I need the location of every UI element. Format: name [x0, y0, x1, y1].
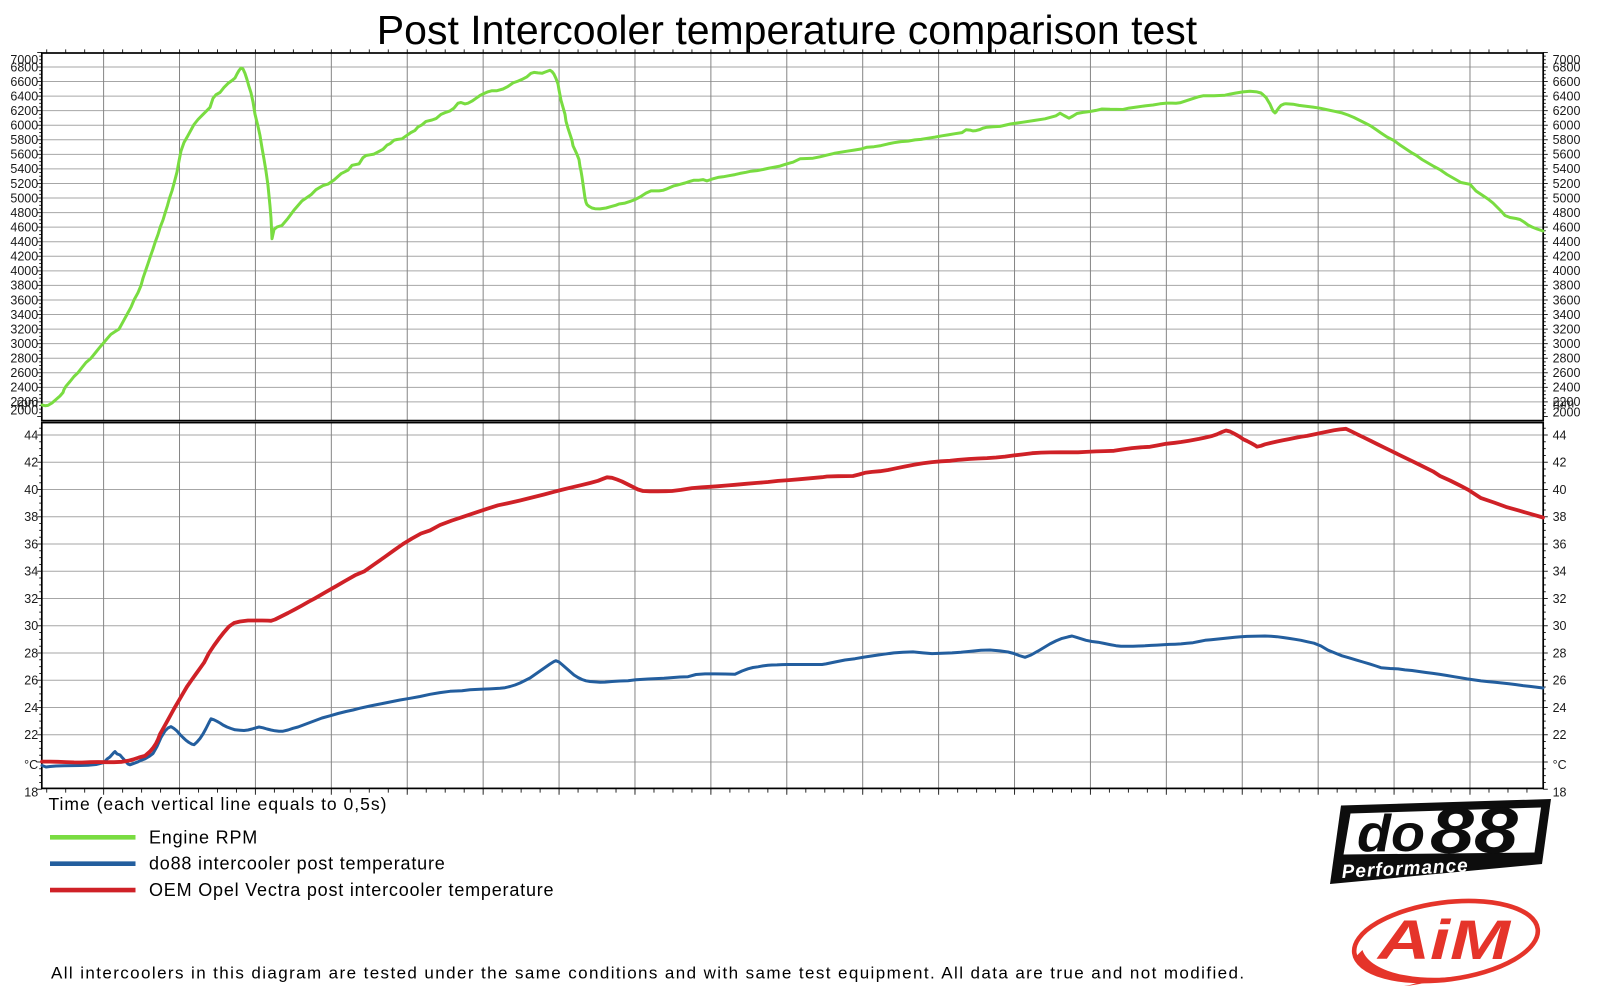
- svg-text:6600: 6600: [1553, 75, 1581, 89]
- svg-text:do88 intercooler post temperat: do88 intercooler post temperature: [149, 854, 446, 874]
- svg-text:6600: 6600: [10, 75, 38, 89]
- svg-text:6400: 6400: [1553, 89, 1581, 103]
- svg-text:5200: 5200: [10, 177, 38, 191]
- svg-text:2000: 2000: [1553, 406, 1581, 420]
- svg-text:Post Intercooler temperature c: Post Intercooler temperature comparison …: [377, 7, 1198, 53]
- svg-text:°C: °C: [1553, 758, 1567, 772]
- svg-text:32: 32: [1553, 592, 1567, 606]
- svg-text:36: 36: [1553, 537, 1567, 551]
- svg-text:2400: 2400: [10, 381, 38, 395]
- svg-text:22: 22: [24, 728, 38, 742]
- svg-text:6800: 6800: [10, 60, 38, 74]
- svg-text:26: 26: [1553, 674, 1567, 688]
- svg-text:42: 42: [24, 456, 38, 470]
- svg-text:3000: 3000: [10, 337, 38, 351]
- svg-text:3800: 3800: [10, 279, 38, 293]
- svg-text:Time (each vertical line equal: Time (each vertical line equals to 0,5s): [49, 794, 388, 814]
- svg-text:5400: 5400: [10, 162, 38, 176]
- svg-text:5800: 5800: [1553, 133, 1581, 147]
- svg-text:28: 28: [1553, 646, 1567, 660]
- svg-text:6000: 6000: [10, 119, 38, 133]
- svg-text:5200: 5200: [1553, 177, 1581, 191]
- svg-text:5400: 5400: [1553, 162, 1581, 176]
- svg-text:All intercoolers in this diagr: All intercoolers in this diagram are tes…: [51, 964, 1245, 983]
- svg-text:18: 18: [1553, 786, 1567, 800]
- svg-text:5000: 5000: [1553, 191, 1581, 205]
- svg-text:2000: 2000: [10, 404, 38, 418]
- svg-text:4000: 4000: [1553, 264, 1581, 278]
- svg-text:3200: 3200: [1553, 322, 1581, 336]
- svg-text:4800: 4800: [10, 206, 38, 220]
- svg-text:6000: 6000: [1553, 119, 1581, 133]
- svg-text:88: 88: [1430, 794, 1519, 867]
- svg-text:3200: 3200: [10, 322, 38, 336]
- svg-text:2200: 2200: [1553, 395, 1581, 409]
- svg-text:OEM Opel Vectra post intercool: OEM Opel Vectra post intercooler tempera…: [149, 880, 554, 900]
- svg-text:38: 38: [24, 510, 38, 524]
- svg-text:18: 18: [24, 786, 38, 800]
- svg-text:4200: 4200: [10, 250, 38, 264]
- svg-text:2200: 2200: [10, 395, 38, 409]
- svg-text:7000: 7000: [10, 53, 38, 67]
- svg-text:2800: 2800: [1553, 352, 1581, 366]
- svg-text:2600: 2600: [10, 366, 38, 380]
- svg-text:6400: 6400: [10, 89, 38, 103]
- svg-text:40: 40: [1553, 483, 1567, 497]
- svg-text:2800: 2800: [10, 352, 38, 366]
- svg-text:38: 38: [1553, 510, 1567, 524]
- svg-text:32: 32: [24, 592, 38, 606]
- svg-text:44: 44: [24, 428, 38, 442]
- svg-text:5600: 5600: [10, 148, 38, 162]
- svg-text:4800: 4800: [1553, 206, 1581, 220]
- svg-text:36: 36: [24, 537, 38, 551]
- svg-text:AiM: AiM: [1375, 908, 1511, 971]
- svg-text:24: 24: [1553, 701, 1567, 715]
- svg-text:4200: 4200: [1553, 250, 1581, 264]
- svg-text:30: 30: [24, 619, 38, 633]
- svg-text:2400: 2400: [1553, 381, 1581, 395]
- svg-text:3400: 3400: [10, 308, 38, 322]
- svg-text:44: 44: [1553, 428, 1567, 442]
- svg-text:6800: 6800: [1553, 60, 1581, 74]
- svg-text:2600: 2600: [1553, 366, 1581, 380]
- svg-text:34: 34: [24, 565, 38, 579]
- svg-text:28: 28: [24, 646, 38, 660]
- svg-text:42: 42: [1553, 456, 1567, 470]
- svg-text:6200: 6200: [10, 104, 38, 118]
- svg-text:5600: 5600: [1553, 148, 1581, 162]
- svg-text:rpm: rpm: [17, 396, 39, 410]
- svg-text:6200: 6200: [1553, 104, 1581, 118]
- svg-text:24: 24: [24, 701, 38, 715]
- svg-text:30: 30: [1553, 619, 1567, 633]
- svg-text:3800: 3800: [1553, 279, 1581, 293]
- svg-text:22: 22: [1553, 728, 1567, 742]
- svg-text:4400: 4400: [10, 235, 38, 249]
- svg-text:26: 26: [24, 674, 38, 688]
- svg-text:7000: 7000: [1553, 53, 1581, 67]
- svg-text:40: 40: [24, 483, 38, 497]
- svg-text:5800: 5800: [10, 133, 38, 147]
- svg-text:3400: 3400: [1553, 308, 1581, 322]
- svg-text:5000: 5000: [10, 191, 38, 205]
- svg-text:rpm: rpm: [1553, 397, 1575, 411]
- svg-text:3000: 3000: [1553, 337, 1581, 351]
- svg-text:°C: °C: [24, 758, 38, 772]
- svg-text:3600: 3600: [1553, 293, 1581, 307]
- svg-text:4000: 4000: [10, 264, 38, 278]
- svg-text:34: 34: [1553, 565, 1567, 579]
- svg-text:do: do: [1357, 805, 1425, 863]
- svg-text:3600: 3600: [10, 293, 38, 307]
- svg-text:Engine RPM: Engine RPM: [149, 827, 258, 847]
- svg-text:4400: 4400: [1553, 235, 1581, 249]
- svg-text:4600: 4600: [10, 221, 38, 235]
- svg-text:4600: 4600: [1553, 221, 1581, 235]
